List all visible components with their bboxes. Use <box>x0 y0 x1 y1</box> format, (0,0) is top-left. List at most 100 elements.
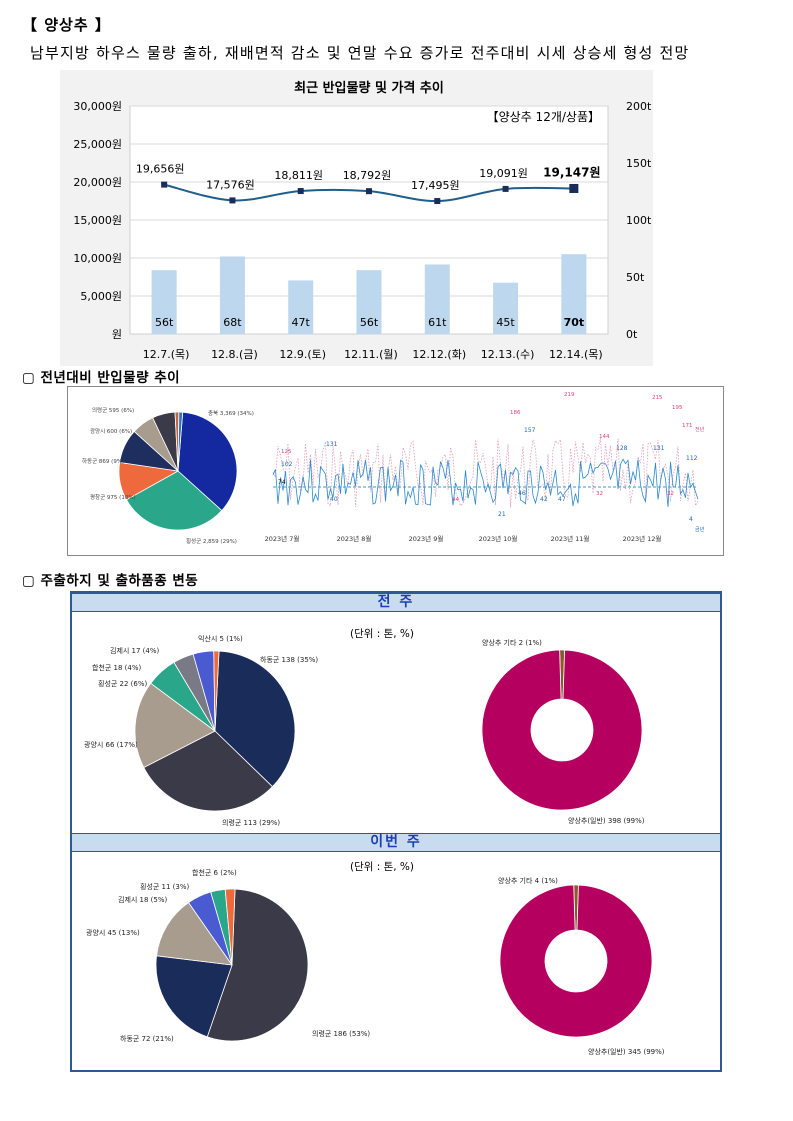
y-left-tick: 5,000원 <box>80 290 122 303</box>
bar-label: 45t <box>496 316 515 329</box>
prev-label: 44 <box>452 497 459 503</box>
volume-bar <box>356 270 382 334</box>
volume-bar <box>561 254 587 334</box>
pie-label: 광양시 66 (17%) <box>84 741 138 749</box>
price-label: 19,147원 <box>543 165 600 179</box>
price-label: 19,656원 <box>136 163 185 176</box>
pie-label: 의령군 186 (53%) <box>312 1029 370 1038</box>
page-subtitle: 남부지방 하우스 물량 출하, 재배면적 감소 및 연말 수요 증가로 전주대비… <box>30 44 690 62</box>
x-tick: 12.8.(금) <box>211 348 258 361</box>
y-left-tick: 25,000원 <box>73 138 122 151</box>
current-label: 131 <box>653 445 665 452</box>
pie-label: 광양시 600 (6%) <box>90 427 132 435</box>
price-point <box>161 181 168 188</box>
current-year-line <box>272 458 699 508</box>
volume-bar <box>424 264 450 334</box>
current-label: 131 <box>326 441 338 448</box>
section-title-yearly: ▢ 전년대비 반입물량 추이 <box>22 370 181 386</box>
donut-label: 양상추 기타 4 (1%) <box>498 876 558 885</box>
origin-pie-slice <box>177 411 184 472</box>
current-label: 102 <box>281 461 293 468</box>
origin-pie-slice <box>125 470 223 531</box>
price-label: 19,091원 <box>479 167 528 180</box>
band-last-week: 전 주 <box>72 593 720 612</box>
this-week-variety-donut-slice <box>499 884 653 1038</box>
chart-annotation: 【양상추 12개/상품】 <box>487 110 600 124</box>
y-right-tick: 150t <box>626 157 652 170</box>
page-heading: 【 양상추 】 <box>22 16 111 34</box>
price-point <box>366 188 372 195</box>
origins-varieties-panel: 전 주 이번 주 (단위 : 톤, %) 하동군 138 (35%) 의령군 113… <box>70 591 722 1072</box>
x-tick: 2023년 8월 <box>337 534 372 543</box>
prev-label: 215 <box>652 395 663 401</box>
pie-label: 김제시 17 (4%) <box>110 647 160 655</box>
current-label: 42 <box>540 496 548 503</box>
current-label: 4 <box>689 516 693 523</box>
x-tick: 12.12.(화) <box>412 348 466 361</box>
pie-label: 하동군 138 (35%) <box>260 655 318 664</box>
pie-label: 충북 3,369 (34%) <box>208 409 254 417</box>
volume-bar <box>288 280 314 334</box>
y-left-tick: 20,000원 <box>73 176 122 189</box>
current-label: 46 <box>518 490 526 497</box>
unit-label: (단위 : 톤, %) <box>350 860 414 873</box>
prev-label: 144 <box>599 434 610 440</box>
x-tick: 2023년 12월 <box>623 534 662 543</box>
price-point <box>434 198 441 205</box>
x-tick: 2023년 7월 <box>265 534 300 543</box>
price-point <box>502 185 509 192</box>
pie-label: 익산시 5 (1%) <box>198 634 243 643</box>
x-tick: 12.14.(목) <box>549 348 603 361</box>
x-tick: 12.13.(수) <box>481 348 535 361</box>
volume-bar <box>219 256 245 334</box>
legend-current: 금년 <box>695 526 705 533</box>
this-week-origin-pie-slice <box>155 955 233 1038</box>
y-right-tick: 100t <box>626 214 652 227</box>
current-label: 40 <box>330 496 338 503</box>
current-label: 47 <box>558 496 566 503</box>
y-right-tick: 200t <box>626 100 652 113</box>
band-this-week: 이번 주 <box>72 833 720 852</box>
section-title-origins: ▢ 주출하지 및 출하품종 변동 <box>22 573 199 589</box>
y-left-tick: 30,000원 <box>73 100 122 113</box>
y-right-tick: 50t <box>626 271 645 284</box>
pie-label: 횡성군 22 (6%) <box>98 679 148 688</box>
last-week-variety-donut-slice <box>481 649 643 811</box>
last-week-origin-pie-slice <box>134 682 216 769</box>
x-tick: 12.11.(월) <box>344 348 398 361</box>
average-label: 74 <box>278 479 286 486</box>
yearly-comparison-panel: 충북 3,369 (34%) 횡성군 2,859 (29%) 평창군 975 (10… <box>67 386 724 556</box>
current-label: 157 <box>524 427 536 434</box>
origin-pie-charts: (단위 : 톤, %) 하동군 138 (35%) 의령군 113 (29%) 광양시… <box>84 627 665 1056</box>
y-left-tick: 15,000원 <box>73 214 122 227</box>
legend-prev: 전년 <box>695 426 705 433</box>
pie-label: 하동군 869 (9%) <box>82 457 124 465</box>
current-label: 112 <box>686 455 698 462</box>
price-volume-chart-panel: 원 5,000원 10,000원 15,000원 20,000원 25,000원 30,00… <box>60 70 653 366</box>
donut-label: 양상추 기타 2 (1%) <box>482 638 542 647</box>
prev-label: 195 <box>672 405 683 411</box>
price-label: 18,792원 <box>343 169 392 182</box>
pie-label: 합천군 6 (2%) <box>192 868 237 877</box>
pie-label: 의령군 595 (6%) <box>92 406 134 414</box>
unit-label: (단위 : 톤, %) <box>350 627 414 640</box>
x-tick: 12.7.(목) <box>143 348 190 361</box>
pie-label: 광양시 45 (13%) <box>86 929 140 937</box>
pie-label: 합천군 18 (4%) <box>92 663 142 672</box>
x-tick: 2023년 10월 <box>479 534 518 543</box>
last-week-origin-pie-slice <box>143 730 274 812</box>
chart-title: 최근 반입물량 및 가격 추이 <box>294 80 444 96</box>
price-point <box>229 197 236 204</box>
donut-label: 양상추(일반) 345 (99%) <box>588 1047 665 1056</box>
price-label: 17,495원 <box>411 179 460 192</box>
x-tick: 2023년 11월 <box>551 534 590 543</box>
price-point <box>569 183 579 193</box>
prev-label: 219 <box>564 392 575 398</box>
prev-label: 125 <box>281 449 292 455</box>
y-left-tick: 10,000원 <box>73 252 122 265</box>
last-week-origin-pie-slice <box>213 650 220 732</box>
price-label: 17,576원 <box>206 178 255 191</box>
pie-label: 횡성군 11 (3%) <box>140 882 190 891</box>
this-week-origin-pie-slice <box>156 902 233 966</box>
bar-label: 56t <box>360 316 379 329</box>
